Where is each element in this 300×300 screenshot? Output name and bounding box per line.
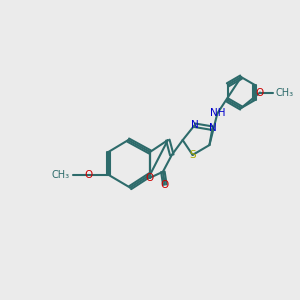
Text: S: S <box>189 150 196 160</box>
Text: CH₃: CH₃ <box>52 170 70 180</box>
Text: N: N <box>208 123 216 133</box>
Text: NH: NH <box>210 108 225 118</box>
Text: O: O <box>146 173 154 183</box>
Text: CH₃: CH₃ <box>276 88 294 98</box>
Text: O: O <box>84 170 93 180</box>
Text: O: O <box>256 88 264 98</box>
Text: O: O <box>161 180 169 190</box>
Text: N: N <box>191 120 199 130</box>
